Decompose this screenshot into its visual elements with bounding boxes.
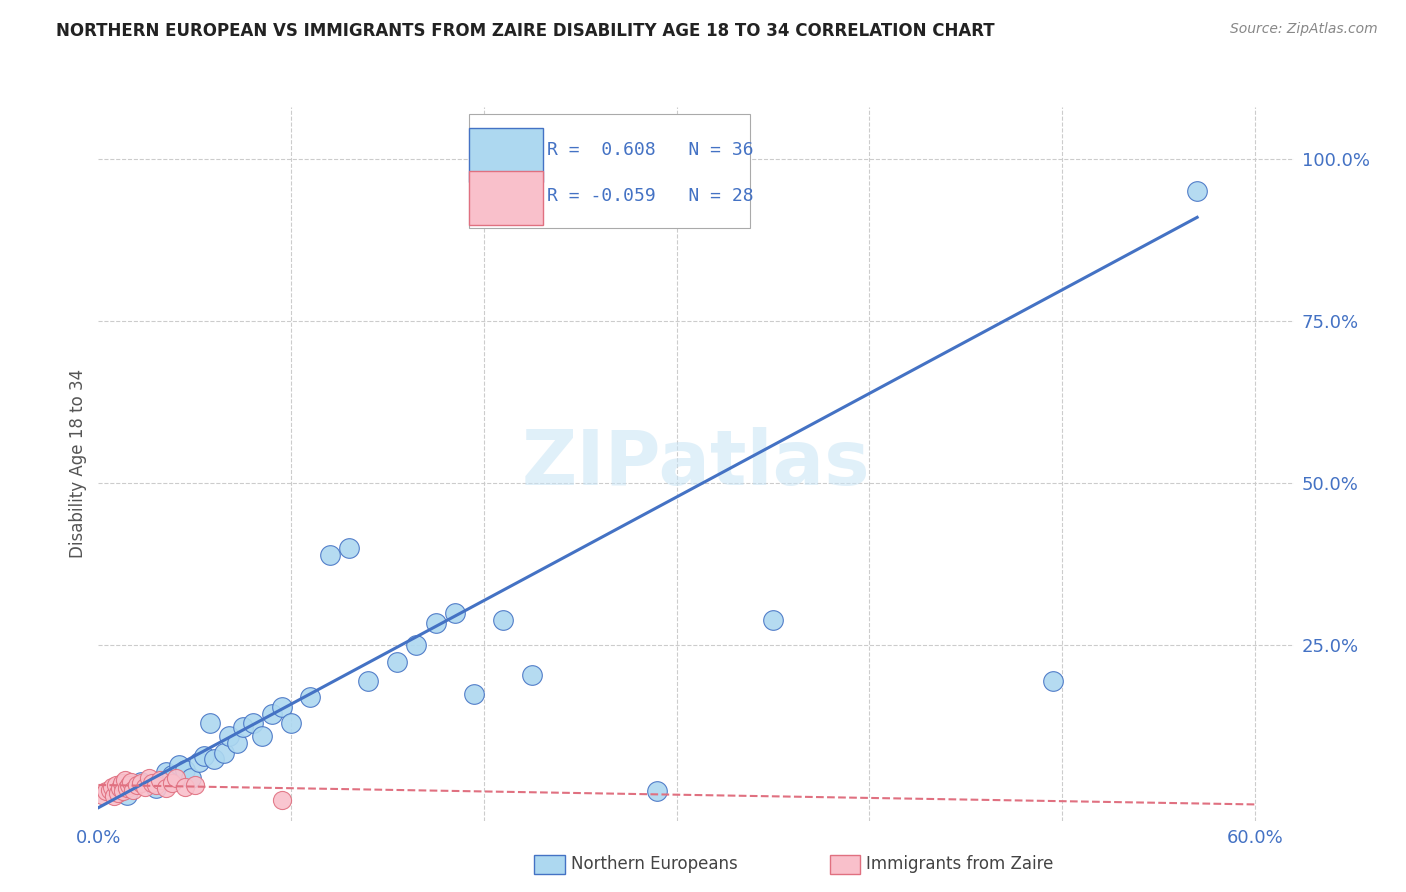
Text: NORTHERN EUROPEAN VS IMMIGRANTS FROM ZAIRE DISABILITY AGE 18 TO 34 CORRELATION C: NORTHERN EUROPEAN VS IMMIGRANTS FROM ZAI…: [56, 22, 995, 40]
Point: [108, 781, 131, 796]
Point: [193, 748, 215, 763]
Point: [463, 687, 485, 701]
Point: [187, 756, 209, 770]
Point: [232, 720, 254, 734]
Point: [385, 655, 409, 669]
Point: [218, 729, 240, 743]
Point: [114, 773, 136, 788]
Point: [226, 736, 249, 750]
Point: [444, 606, 467, 620]
Point: [200, 716, 222, 731]
Text: R =  0.608   N = 36: R = 0.608 N = 36: [547, 141, 754, 159]
Point: [145, 781, 167, 796]
Point: [112, 784, 135, 798]
Point: [165, 772, 187, 786]
Point: [125, 778, 148, 792]
Point: [117, 788, 139, 802]
Point: [174, 763, 197, 777]
Point: [155, 781, 177, 796]
Point: [129, 774, 152, 789]
Point: [110, 776, 132, 790]
Point: [145, 778, 167, 792]
Point: [184, 778, 207, 792]
FancyBboxPatch shape: [470, 128, 543, 182]
Point: [138, 772, 160, 786]
Point: [405, 639, 427, 653]
Point: [260, 706, 283, 721]
Text: ZIPatlas: ZIPatlas: [522, 427, 870, 500]
Point: [270, 700, 292, 714]
Point: [337, 541, 360, 556]
Text: Immigrants from Zaire: Immigrants from Zaire: [866, 855, 1053, 873]
Point: [647, 784, 669, 798]
Point: [141, 776, 163, 790]
Point: [101, 780, 124, 794]
Point: [155, 764, 177, 779]
Text: Northern Europeans: Northern Europeans: [571, 855, 738, 873]
Point: [242, 716, 264, 731]
Point: [169, 758, 191, 772]
Point: [252, 729, 274, 743]
Point: [357, 674, 380, 689]
Point: [425, 615, 447, 630]
Point: [129, 776, 152, 790]
Point: [120, 774, 142, 789]
Point: [94, 784, 117, 798]
Point: [520, 667, 543, 681]
Point: [492, 613, 515, 627]
Point: [1185, 185, 1208, 199]
Text: Source: ZipAtlas.com: Source: ZipAtlas.com: [1230, 22, 1378, 37]
Point: [107, 786, 129, 800]
Point: [762, 613, 785, 627]
Point: [122, 782, 145, 797]
Point: [134, 780, 156, 794]
Point: [180, 772, 202, 786]
Point: [1042, 674, 1064, 689]
Point: [202, 752, 225, 766]
Point: [319, 548, 342, 562]
Y-axis label: Disability Age 18 to 34: Disability Age 18 to 34: [69, 369, 87, 558]
FancyBboxPatch shape: [470, 171, 543, 225]
Point: [280, 716, 302, 731]
Point: [174, 780, 197, 794]
Point: [117, 781, 139, 796]
Point: [212, 746, 235, 760]
Point: [104, 778, 127, 792]
Point: [98, 782, 121, 797]
Point: [160, 768, 183, 782]
Point: [160, 776, 183, 790]
Point: [149, 773, 172, 788]
FancyBboxPatch shape: [470, 114, 749, 228]
Point: [299, 690, 322, 705]
Text: R = -0.059   N = 28: R = -0.059 N = 28: [547, 187, 754, 205]
Point: [103, 789, 125, 803]
Point: [118, 778, 141, 792]
Point: [270, 793, 292, 807]
Point: [91, 788, 114, 802]
